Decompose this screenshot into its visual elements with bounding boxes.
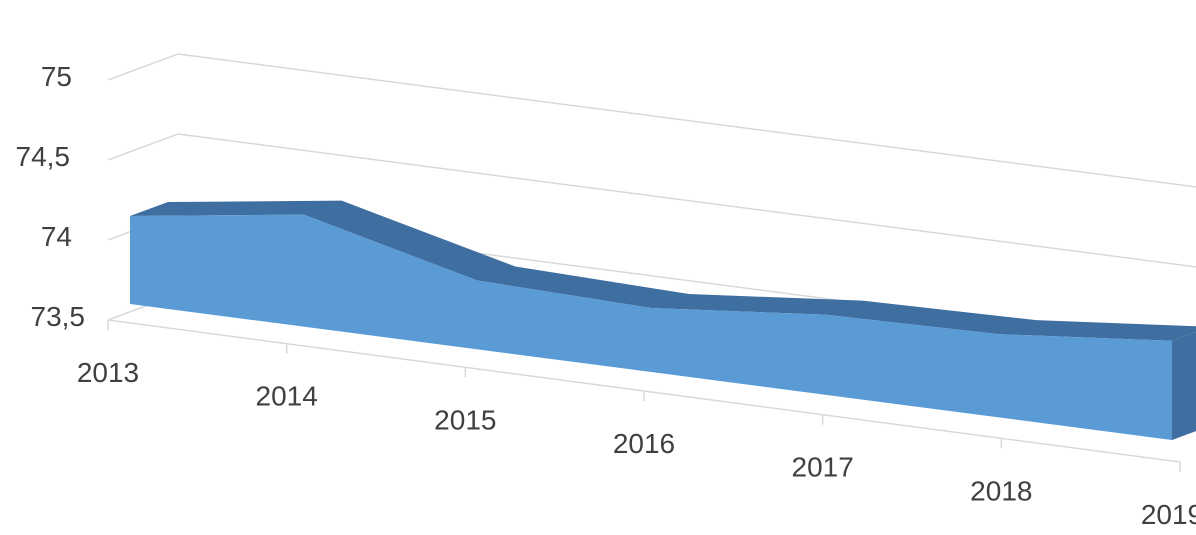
gridline-side bbox=[107, 133, 179, 161]
area-top-face bbox=[130, 200, 1196, 341]
gridline bbox=[177, 53, 1196, 188]
data-point bbox=[998, 334, 999, 335]
data-point bbox=[477, 280, 478, 281]
x-tick-label: 2015 bbox=[434, 404, 496, 435]
x-tick-label: 2018 bbox=[970, 475, 1032, 506]
area-front-face bbox=[130, 214, 1172, 440]
x-tick-label: 2016 bbox=[613, 428, 675, 459]
area-side-face bbox=[1172, 331, 1196, 440]
data-point bbox=[130, 216, 131, 217]
gridline-side bbox=[107, 53, 179, 81]
y-tick-label: 73,5 bbox=[31, 301, 86, 332]
data-point bbox=[1172, 340, 1173, 341]
y-tick-label: 74,5 bbox=[16, 141, 71, 172]
gridline bbox=[177, 133, 1196, 268]
x-tick-label: 2014 bbox=[256, 381, 318, 412]
x-tick-label: 2019 bbox=[1141, 499, 1196, 530]
y-tick-label: 75 bbox=[41, 61, 72, 92]
data-point bbox=[651, 308, 652, 309]
data-point bbox=[303, 214, 304, 215]
data-point bbox=[824, 314, 825, 315]
x-tick-label: 2017 bbox=[792, 452, 854, 483]
x-tick-label: 2013 bbox=[77, 357, 139, 388]
y-tick-label: 74 bbox=[41, 221, 72, 252]
